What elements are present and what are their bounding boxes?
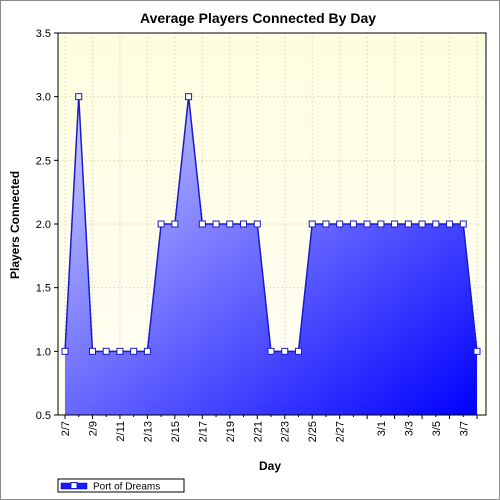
data-point-marker: [253, 220, 261, 228]
legend-marker: [70, 482, 78, 489]
data-point-marker: [75, 93, 83, 101]
data-point-marker: [391, 220, 399, 228]
x-tick-label: 2/17: [197, 421, 209, 442]
data-point-marker: [363, 220, 371, 228]
y-axis-ticks: 0.5 1.0 1.5 2.0 2.5 3.0 3.5: [36, 28, 58, 422]
data-point-marker: [294, 347, 302, 355]
x-axis-ticks: 2/7 2/9 2/11 2/13 2/15 2/17 2/19 2/21 2/23 2/25 2/…: [60, 415, 478, 442]
data-point-marker: [322, 220, 330, 228]
data-point-marker: [171, 220, 179, 228]
data-point-marker: [377, 220, 385, 228]
legend-box: [57, 478, 185, 493]
data-point-marker: [212, 220, 220, 228]
data-point-marker: [349, 220, 357, 228]
data-point-marker: [432, 220, 440, 228]
x-tick-label: 2/11: [115, 421, 127, 442]
x-tick-label: 3/3: [403, 421, 415, 436]
x-tick-label: 3/5: [431, 421, 443, 436]
x-axis-label: Day: [259, 459, 281, 473]
data-point-marker: [143, 347, 151, 355]
data-point-marker: [473, 347, 481, 355]
y-tick-label: 3.5: [36, 28, 51, 40]
series-markers: [61, 93, 481, 355]
x-tick-label: 3/1: [376, 421, 388, 436]
data-point-marker: [281, 347, 289, 355]
data-point-marker: [418, 220, 426, 228]
data-point-marker: [157, 220, 165, 228]
y-tick-label: 2.0: [36, 219, 51, 231]
x-tick-label: 2/23: [280, 421, 292, 442]
y-tick-label: 2.5: [36, 155, 51, 167]
data-point-marker: [185, 93, 193, 101]
y-tick-label: 1.5: [36, 283, 51, 295]
chart-title: Average Players Connected By Day: [140, 10, 376, 26]
legend-label: Port of Dreams: [93, 482, 160, 493]
data-point-marker: [198, 220, 206, 228]
data-point-marker: [459, 220, 467, 228]
legend: Port of Dreams: [57, 478, 185, 493]
data-point-marker: [88, 347, 96, 355]
x-tick-label: 2/21: [252, 421, 264, 442]
data-point-marker: [61, 347, 69, 355]
data-point-marker: [240, 220, 248, 228]
x-tick-label: 3/7: [458, 421, 470, 436]
data-point-marker: [446, 220, 454, 228]
y-tick-label: 1.0: [36, 346, 51, 358]
series-area-fill: [65, 96, 477, 416]
x-tick-label: 2/9: [87, 421, 99, 436]
x-tick-label: 2/15: [170, 421, 182, 442]
data-point-marker: [308, 220, 316, 228]
y-tick-label: 0.5: [36, 410, 51, 422]
data-point-marker: [336, 220, 344, 228]
data-point-marker: [404, 220, 412, 228]
data-point-marker: [226, 220, 234, 228]
x-tick-label: 2/7: [60, 421, 72, 436]
x-tick-label: 2/27: [335, 421, 347, 442]
x-tick-label: 2/13: [142, 421, 154, 442]
data-point-marker: [130, 347, 138, 355]
x-tick-label: 2/25: [307, 421, 319, 442]
data-point-marker: [102, 347, 110, 355]
y-tick-label: 3.0: [36, 92, 51, 104]
x-tick-label: 2/19: [225, 421, 237, 442]
y-axis-label: Players Connected: [8, 171, 22, 279]
data-point-marker: [116, 347, 124, 355]
data-point-marker: [267, 347, 275, 355]
